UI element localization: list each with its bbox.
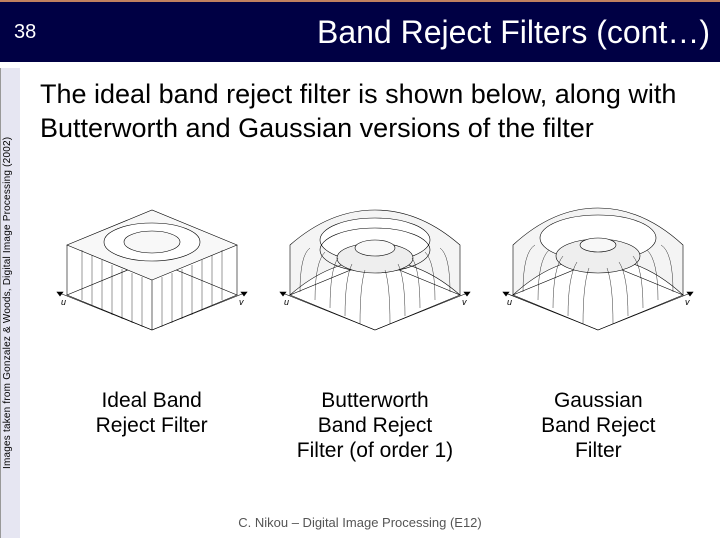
body-text: The ideal band reject filter is shown be… — [40, 78, 700, 146]
side-citation: Images taken from Gonzalez & Woods, Digi… — [0, 68, 20, 538]
ideal-filter-plot: u v — [47, 200, 257, 370]
page-number: 38 — [14, 21, 54, 44]
svg-text:u: u — [507, 297, 512, 307]
header-bar: 38 Band Reject Filters (cont…) — [0, 2, 720, 62]
svg-text:v: v — [462, 297, 467, 307]
svg-text:u: u — [61, 297, 66, 307]
footer-text: C. Nikou – Digital Image Processing (E12… — [0, 515, 720, 530]
caption-butterworth: ButterworthBand RejectFilter (of order 1… — [270, 388, 480, 464]
svg-text:v: v — [239, 297, 244, 307]
butterworth-filter-plot: u v — [270, 200, 480, 370]
slide: 38 Band Reject Filters (cont…) Images ta… — [0, 0, 720, 540]
svg-text:v: v — [685, 297, 690, 307]
caption-gaussian: GaussianBand RejectFilter — [493, 388, 703, 464]
svg-text:u: u — [284, 297, 289, 307]
captions-row: Ideal BandReject Filter ButterworthBand … — [40, 388, 710, 464]
slide-title: Band Reject Filters (cont…) — [54, 14, 720, 51]
gaussian-filter-plot: u v — [493, 200, 703, 370]
filters-row: u v — [40, 200, 710, 380]
caption-ideal: Ideal BandReject Filter — [47, 388, 257, 464]
